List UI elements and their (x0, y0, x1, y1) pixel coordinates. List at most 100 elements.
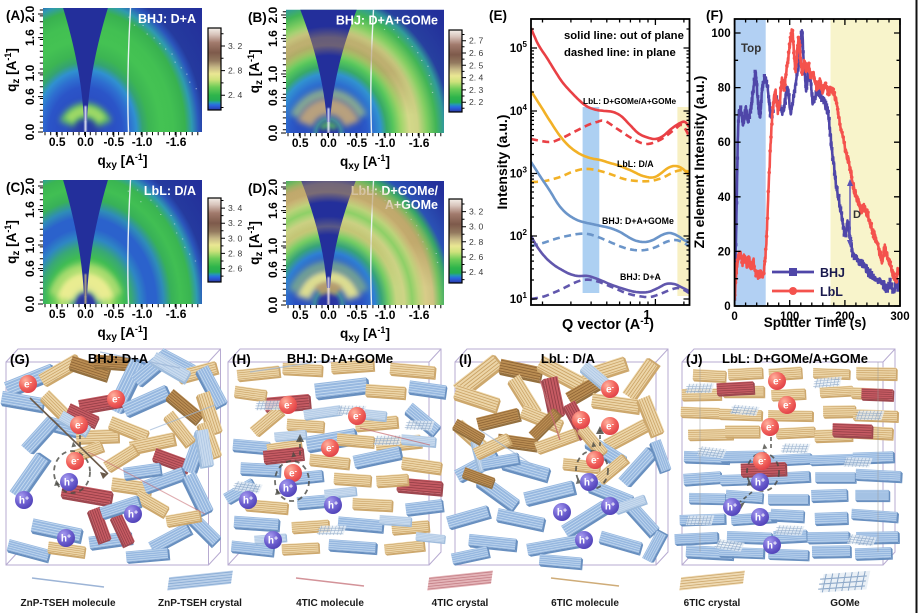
svg-text:-0.5: -0.5 (103, 135, 124, 149)
svg-text:BHJ: D+A: BHJ: D+A (88, 351, 149, 366)
svg-text:0.5: 0.5 (49, 307, 66, 321)
svg-text:2.0: 2.0 (266, 178, 280, 195)
svg-text:2. 5: 2. 5 (469, 60, 484, 70)
svg-text:-0.5: -0.5 (103, 307, 124, 321)
svg-text:LbL: D+GOMe/A+GOMe: LbL: D+GOMe/A+GOMe (583, 96, 677, 106)
svg-text:ZnP-TSEH molecule: ZnP-TSEH molecule (20, 598, 115, 609)
svg-text:Zn element Intensity (a.u.): Zn element Intensity (a.u.) (691, 76, 707, 249)
svg-text:h+: h+ (579, 536, 589, 547)
svg-text:e-: e- (289, 469, 298, 480)
svg-text:e-: e- (773, 377, 782, 388)
svg-text:2. 4: 2. 4 (469, 267, 484, 277)
svg-text:1.6: 1.6 (23, 29, 37, 46)
svg-text:h+: h+ (584, 478, 594, 489)
svg-text:(B): (B) (248, 10, 267, 25)
svg-text:1: 1 (643, 307, 650, 322)
svg-text:GOMe: GOMe (830, 598, 860, 609)
svg-text:LbL: D/A: LbL: D/A (617, 159, 654, 169)
svg-text:-1.0: -1.0 (375, 308, 396, 322)
svg-text:2. 6: 2. 6 (469, 252, 484, 262)
svg-text:h+: h+ (605, 502, 615, 513)
svg-text:6TIC molecule: 6TIC molecule (551, 598, 619, 609)
svg-text:2. 3: 2. 3 (469, 85, 484, 95)
svg-text:0.5: 0.5 (49, 135, 66, 149)
svg-text:BHJ: BHJ (820, 266, 845, 280)
svg-text:2. 2: 2. 2 (469, 97, 484, 107)
svg-text:100: 100 (711, 28, 730, 40)
svg-text:e-: e- (112, 395, 121, 406)
svg-text:1.6: 1.6 (23, 201, 37, 218)
svg-text:2. 6: 2. 6 (228, 264, 243, 274)
svg-text:2.0: 2.0 (23, 177, 37, 194)
svg-text:h+: h+ (243, 496, 253, 507)
svg-text:(G): (G) (10, 352, 30, 367)
svg-text:LbL: D+GOMe/A+GOMe: LbL: D+GOMe/A+GOMe (722, 351, 868, 366)
svg-text:LbL: D/A: LbL: D/A (541, 351, 596, 366)
svg-text:3. 0: 3. 0 (469, 222, 484, 232)
svg-text:2. 4: 2. 4 (228, 90, 243, 100)
svg-text:(E): (E) (489, 8, 507, 23)
svg-text:e-: e- (758, 457, 767, 468)
svg-text:dashed line: in plane: dashed line: in plane (564, 47, 676, 59)
svg-text:BHJ: D+A: BHJ: D+A (620, 272, 661, 282)
svg-text:-0.5: -0.5 (346, 136, 367, 150)
svg-text:0.5: 0.5 (292, 136, 309, 150)
svg-text:1.6: 1.6 (266, 202, 280, 219)
svg-text:2. 7: 2. 7 (469, 36, 484, 46)
svg-text:2. 4: 2. 4 (469, 73, 484, 83)
svg-text:2. 6: 2. 6 (469, 48, 484, 58)
svg-text:0.6: 0.6 (266, 89, 280, 106)
svg-text:0.6: 0.6 (266, 261, 280, 278)
svg-text:-1.0: -1.0 (375, 136, 396, 150)
svg-text:2. 8: 2. 8 (469, 237, 484, 247)
svg-text:(F): (F) (706, 8, 723, 23)
svg-text:(D): (D) (248, 181, 267, 196)
svg-text:-1.6: -1.6 (409, 136, 430, 150)
svg-text:60: 60 (718, 137, 731, 149)
svg-text:h+: h+ (557, 508, 567, 519)
svg-text:1.6: 1.6 (266, 30, 280, 47)
svg-text:100: 100 (780, 311, 799, 323)
svg-text:1.0: 1.0 (23, 236, 37, 253)
svg-text:-0.5: -0.5 (346, 308, 367, 322)
svg-text:e-: e- (783, 401, 792, 412)
svg-text:0.0: 0.0 (266, 296, 280, 313)
svg-text:-1.0: -1.0 (132, 135, 153, 149)
svg-text:(J): (J) (686, 352, 703, 367)
svg-text:40: 40 (718, 192, 731, 204)
svg-text:200: 200 (835, 311, 854, 323)
svg-text:e-: e- (24, 380, 33, 391)
svg-text:e-: e- (284, 401, 293, 412)
svg-text:-1.0: -1.0 (132, 307, 153, 321)
svg-text:h+: h+ (767, 541, 777, 552)
svg-text:20: 20 (718, 246, 731, 258)
svg-text:h+: h+ (128, 510, 138, 521)
svg-text:3. 2: 3. 2 (228, 41, 243, 51)
svg-text:ZnP-TSEH crystal: ZnP-TSEH crystal (158, 598, 242, 609)
svg-text:LbL: LbL (820, 285, 843, 299)
svg-text:0: 0 (731, 311, 737, 323)
svg-text:2.0: 2.0 (266, 6, 280, 23)
svg-text:0.0: 0.0 (23, 295, 37, 312)
svg-text:2.0: 2.0 (23, 5, 37, 22)
svg-text:(A): (A) (6, 8, 25, 23)
svg-text:h+: h+ (64, 478, 74, 489)
svg-text:1.0: 1.0 (266, 65, 280, 82)
svg-text:e-: e- (71, 457, 80, 468)
svg-text:300: 300 (890, 311, 909, 323)
svg-text:e-: e- (606, 385, 615, 396)
svg-text:-1.6: -1.6 (409, 308, 430, 322)
svg-text:3. 4: 3. 4 (228, 203, 243, 213)
svg-text:e-: e- (75, 421, 84, 432)
svg-text:BHJ: D+A: BHJ: D+A (138, 12, 196, 26)
svg-text:0.0: 0.0 (266, 124, 280, 141)
svg-text:80: 80 (718, 83, 731, 95)
svg-text:e-: e- (577, 416, 586, 427)
svg-text:0.6: 0.6 (23, 260, 37, 277)
svg-text:h+: h+ (268, 536, 278, 547)
svg-text:BHJ: D+A+GOMe: BHJ: D+A+GOMe (287, 351, 393, 366)
svg-text:solid line: out of plane: solid line: out of plane (564, 30, 684, 42)
svg-text:h+: h+ (755, 478, 765, 489)
svg-text:4TIC molecule: 4TIC molecule (296, 598, 364, 609)
svg-text:0.0: 0.0 (320, 136, 337, 150)
